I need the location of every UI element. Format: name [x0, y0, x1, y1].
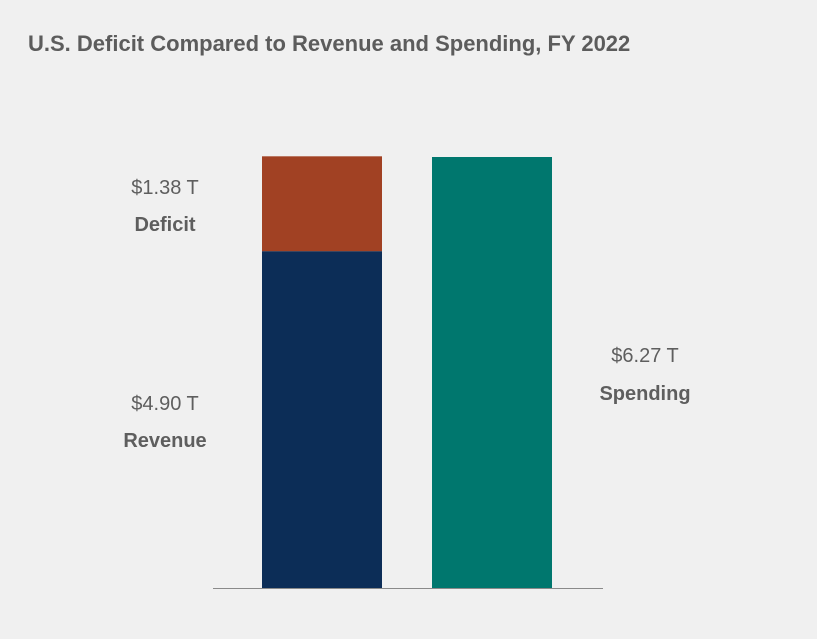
- chart-title: U.S. Deficit Compared to Revenue and Spe…: [28, 31, 631, 56]
- bar-spending: [432, 157, 552, 588]
- revenue-value-label: $4.90 T: [131, 393, 198, 415]
- revenue-name-label: Revenue: [123, 430, 206, 452]
- deficit-value-label: $1.38 T: [131, 177, 198, 199]
- deficit-name-label: Deficit: [134, 214, 195, 236]
- bar-deficit: [262, 156, 382, 252]
- spending-name-label: Spending: [599, 383, 690, 405]
- bar-revenue: [262, 251, 382, 589]
- spending-value-label: $6.27 T: [611, 345, 678, 367]
